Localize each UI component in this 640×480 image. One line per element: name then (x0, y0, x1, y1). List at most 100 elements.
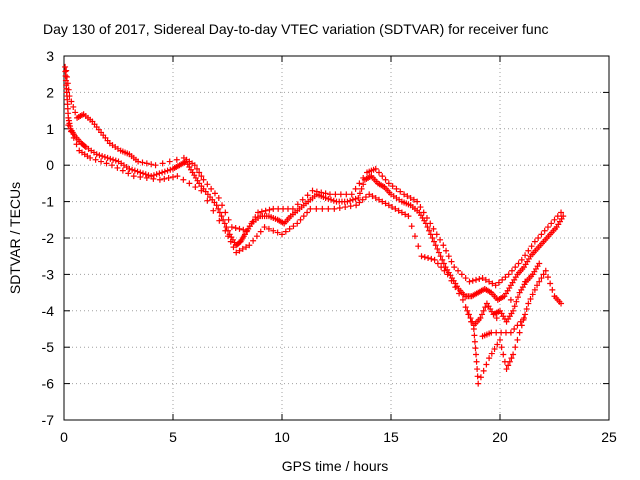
data-point-interp (514, 322, 521, 329)
data-point-interp (467, 315, 474, 322)
y-tick-label: 3 (46, 48, 54, 64)
data-point (479, 275, 486, 282)
data-point (104, 154, 111, 161)
data-point (558, 209, 565, 216)
data-point-interp (165, 174, 172, 181)
data-point-interp (462, 304, 469, 311)
data-point-interp (512, 344, 519, 351)
data-point (507, 329, 514, 336)
data-point-interp (356, 199, 363, 206)
data-point-interp (143, 160, 150, 167)
data-point-interp (250, 237, 257, 244)
data-point (486, 355, 493, 362)
data-point-interp (458, 271, 465, 278)
data-point-interp (431, 238, 438, 245)
data-point (475, 380, 482, 387)
data-point-interp (393, 185, 400, 192)
data-point-interp (410, 196, 417, 203)
data-point-interp (356, 190, 363, 197)
data-point-interp (319, 205, 326, 212)
data-point-interp (479, 311, 486, 318)
data-point-interp (407, 194, 414, 201)
data-point-interp (286, 225, 293, 232)
x-tick-label: 25 (601, 429, 617, 445)
data-point-interp (210, 207, 217, 214)
data-point-interp (536, 278, 543, 285)
data-point (309, 187, 316, 194)
data-point-interp (107, 155, 114, 162)
data-point (355, 194, 362, 201)
data-point-interp (439, 256, 446, 263)
data-point-interp (551, 216, 558, 223)
data-point-interp (408, 223, 415, 230)
data-point (435, 249, 442, 256)
data-point-interp (465, 311, 472, 318)
data-point-interp (252, 214, 259, 221)
data-point-interp (471, 332, 478, 339)
x-tick-label: 10 (274, 429, 290, 445)
data-point (307, 205, 314, 212)
data-point-interp (359, 196, 366, 203)
data-point-interp (198, 173, 205, 180)
data-point-interp (347, 197, 354, 204)
data-point-interp (304, 209, 311, 216)
data-point-interp (208, 185, 215, 192)
data-point-interp (482, 276, 489, 283)
data-point-interp (148, 161, 155, 168)
data-point-interp (65, 86, 72, 93)
data-point-interp (424, 224, 431, 231)
data-point-interp (96, 152, 103, 159)
data-point-interp (389, 204, 396, 211)
data-point-interp (134, 168, 141, 175)
data-point-interp (477, 374, 484, 381)
data-point (279, 231, 285, 238)
data-point-interp (347, 203, 354, 210)
y-tick-label: -1 (42, 194, 55, 210)
data-point-interp (330, 197, 337, 204)
data-point (544, 224, 551, 231)
data-point (126, 165, 133, 172)
data-point-interp (437, 236, 444, 243)
data-point (451, 264, 458, 271)
data-point-interp (204, 197, 211, 204)
data-point-interp (270, 227, 277, 234)
data-point-interp (222, 209, 229, 216)
data-point-interp (110, 156, 117, 163)
data-point-interp (382, 176, 389, 183)
data-point-interp (98, 158, 105, 165)
data-point-interp (376, 196, 383, 203)
data-point-interp (356, 180, 363, 187)
data-point-interp (325, 195, 332, 202)
data-point-interp (511, 326, 518, 332)
data-point-interp (486, 278, 493, 285)
data-point-interp (246, 223, 253, 230)
data-point-interp (131, 167, 138, 174)
data-point-interp (456, 290, 463, 297)
data-point-interp (540, 271, 547, 278)
data-point-interp (523, 305, 530, 312)
data-point-interp (192, 184, 199, 191)
data-point-interp (514, 294, 521, 301)
y-tick-label: 1 (46, 121, 54, 137)
data-point-interp (193, 165, 200, 172)
data-point (87, 154, 94, 161)
data-point (385, 180, 392, 187)
y-tick-label: -3 (42, 266, 55, 282)
data-point-interp (488, 350, 495, 357)
data-point-interp (230, 244, 237, 251)
grid-lines (64, 56, 609, 420)
data-point (505, 271, 512, 278)
data-point (331, 205, 338, 212)
data-point-interp (170, 174, 176, 181)
data-point (215, 194, 222, 201)
data-point-interp (529, 291, 536, 298)
data-point-interp (161, 168, 168, 175)
data-point-interp (143, 174, 150, 181)
data-point-interp (527, 295, 534, 302)
x-axis-label: GPS time / hours (282, 458, 389, 474)
data-point-interp (156, 170, 163, 177)
data-point-interp (328, 196, 335, 203)
data-point (510, 351, 517, 358)
data-point (159, 169, 166, 176)
data-point (93, 151, 100, 158)
